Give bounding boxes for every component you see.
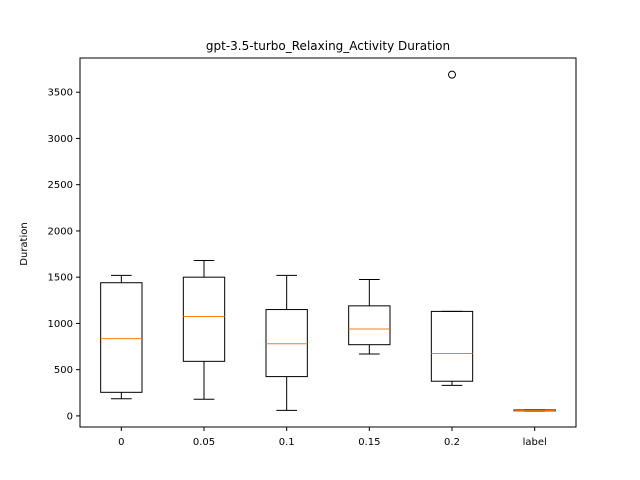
- x-tick-label: 0: [118, 437, 124, 448]
- y-tick-label: 500: [54, 365, 73, 376]
- plot-area: 0 500 1000 1500 2000 2500 3000 3500 0 0.05 0.1 0.15…: [48, 70, 556, 448]
- box-iqr: [100, 282, 143, 393]
- y-tick-label: 3000: [48, 134, 73, 145]
- outlier-point: [448, 70, 456, 79]
- x-tick-label: label: [523, 437, 547, 448]
- y-tick-label: 1000: [48, 319, 73, 330]
- chart-title: gpt-3.5-turbo_Relaxing_Activity Duration: [206, 39, 450, 53]
- x-tick-label: 0.05: [193, 437, 215, 448]
- axes-frame: [79, 57, 577, 428]
- box-iqr: [265, 309, 308, 378]
- box-iqr: [430, 310, 474, 382]
- x-tick-label: 0.1: [279, 437, 295, 448]
- x-tick-label: 0.2: [444, 437, 460, 448]
- box-iqr: [348, 305, 391, 346]
- y-tick-label: 2500: [48, 180, 73, 191]
- y-tick-label: 2000: [48, 226, 73, 237]
- y-tick-label: 1500: [48, 273, 73, 284]
- box-iqr: [182, 276, 226, 362]
- y-axis-label: Duration: [19, 222, 30, 265]
- y-tick-label: 0: [67, 411, 73, 422]
- y-tick-label: 3500: [48, 88, 73, 99]
- x-tick-label: 0.15: [358, 437, 380, 448]
